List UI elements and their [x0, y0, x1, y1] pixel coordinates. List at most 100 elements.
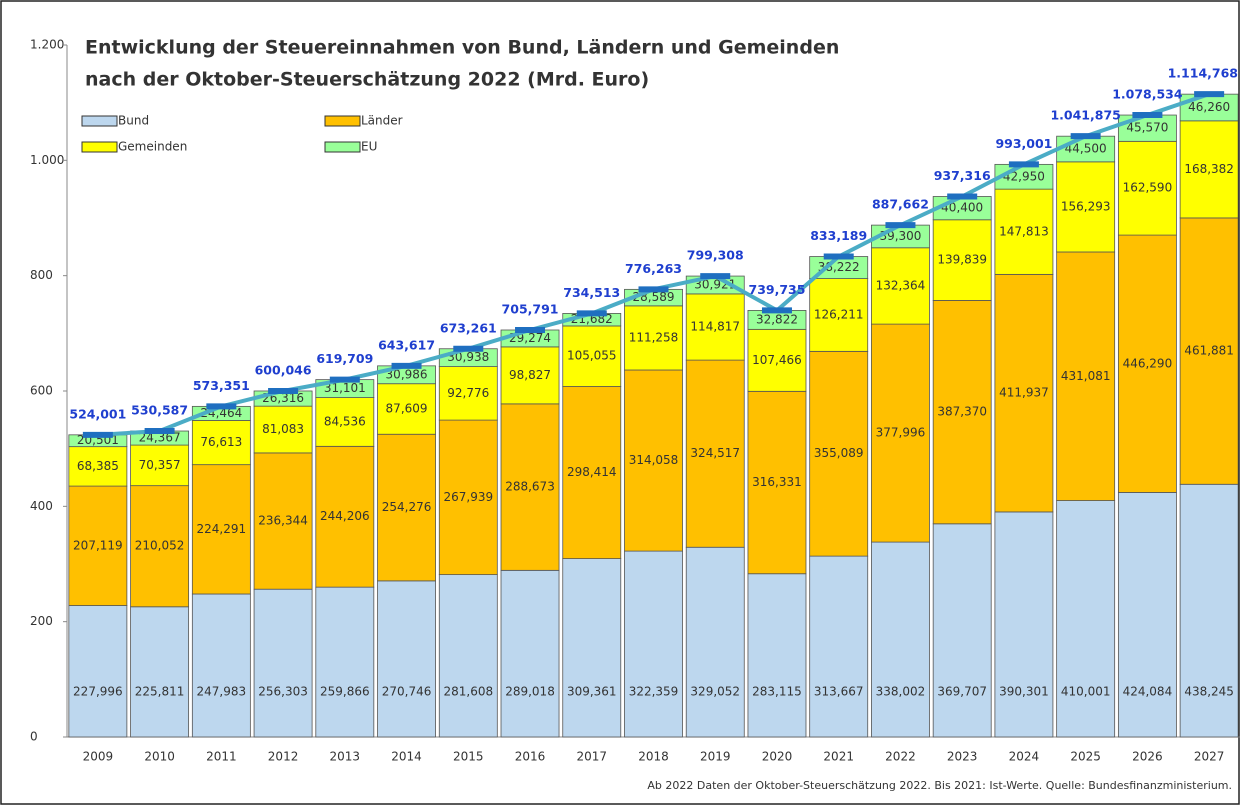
bar-segment	[438, 419, 498, 576]
data-label: 147,813	[999, 224, 1049, 238]
bar-segment	[994, 163, 1054, 190]
bar-segment	[994, 511, 1054, 738]
data-label: 126,211	[814, 307, 864, 321]
data-label: 105,055	[567, 349, 617, 363]
total-label: 776,263	[625, 261, 682, 276]
x-tick-label: 2012	[268, 750, 299, 764]
x-tick-label: 2017	[576, 750, 607, 764]
bar-segment	[68, 605, 128, 738]
y-tick-label: 1.000	[30, 153, 64, 167]
total-label: 573,351	[193, 378, 250, 393]
data-label: 210,052	[135, 539, 185, 553]
bar-segment	[438, 574, 498, 738]
data-label: 156,293	[1061, 199, 1111, 213]
x-tick-label: 2019	[700, 750, 731, 764]
data-label: 424,084	[1123, 685, 1173, 699]
bar-segment	[191, 593, 251, 738]
bar-segment	[315, 586, 375, 738]
total-label: 799,308	[687, 248, 744, 263]
data-label: 98,827	[509, 368, 551, 382]
bar-segment	[1056, 251, 1116, 501]
data-label: 431,081	[1061, 369, 1111, 383]
data-label: 316,331	[752, 475, 802, 489]
data-label: 30,986	[386, 367, 428, 381]
x-tick-label: 2018	[638, 750, 669, 764]
total-label: 1.114,768	[1168, 66, 1238, 81]
x-tick-label: 2021	[823, 750, 854, 764]
data-label: 390,301	[999, 685, 1049, 699]
data-label: 267,939	[443, 490, 493, 504]
total-label: 734,513	[563, 285, 620, 300]
total-label: 1.041,875	[1050, 108, 1120, 123]
data-label: 107,466	[752, 353, 802, 367]
bar-segment	[624, 550, 683, 738]
legend-swatch	[324, 115, 361, 127]
y-tick-label: 1.200	[30, 38, 64, 52]
bar-segment	[438, 366, 498, 421]
bar-segment	[253, 452, 313, 590]
data-label: 84,536	[324, 414, 366, 428]
footnote: Ab 2022 Daten der Oktober-Steuerschätzun…	[647, 779, 1232, 792]
bar-segment	[1117, 114, 1177, 142]
bar-segment	[994, 273, 1054, 513]
data-label: 298,414	[567, 465, 617, 479]
bar-segment	[685, 293, 745, 361]
x-tick-label: 2022	[885, 750, 916, 764]
bar-segment	[747, 390, 807, 575]
x-tick-label: 2011	[206, 750, 237, 764]
data-label: 288,673	[505, 480, 555, 494]
data-label: 225,811	[135, 685, 185, 699]
data-label: 309,361	[567, 685, 617, 699]
total-label: 705,791	[502, 301, 559, 316]
data-label: 42,950	[1003, 169, 1045, 183]
bar-segment	[624, 369, 683, 552]
bar-segment	[562, 558, 622, 738]
legend-label: EU	[361, 140, 377, 154]
legend-label: Bund	[118, 114, 149, 128]
data-label: 244,206	[320, 509, 370, 523]
y-tick-label: 800	[30, 268, 53, 282]
x-tick-label: 2016	[515, 750, 546, 764]
data-label: 68,385	[77, 459, 119, 473]
bar-segment	[377, 433, 436, 582]
data-label: 81,083	[262, 422, 304, 436]
data-label: 132,364	[876, 278, 926, 292]
bar-segment	[932, 300, 992, 525]
bar-segment	[130, 606, 190, 738]
data-label: 283,115	[752, 685, 802, 699]
bar-segment	[500, 569, 560, 738]
bar-segment	[562, 325, 622, 387]
total-label: 833,189	[810, 228, 867, 243]
y-tick-label: 200	[30, 614, 53, 628]
data-label: 111,258	[629, 330, 679, 344]
data-label: 247,983	[197, 685, 247, 699]
data-label: 329,052	[690, 685, 740, 699]
data-label: 236,344	[258, 514, 308, 528]
data-label: 369,707	[937, 685, 987, 699]
x-tick-label: 2024	[1009, 750, 1040, 764]
bar-segment	[377, 383, 436, 435]
data-label: 224,291	[197, 522, 247, 536]
x-tick-label: 2027	[1194, 750, 1225, 764]
bar-segment	[1179, 483, 1239, 738]
data-label: 207,119	[73, 538, 123, 552]
bar-segment	[624, 305, 683, 371]
x-tick-label: 2015	[453, 750, 484, 764]
legend-label: Länder	[361, 114, 403, 128]
bar-segment	[1056, 161, 1116, 253]
data-label: 32,822	[756, 312, 798, 326]
x-tick-label: 2026	[1132, 750, 1163, 764]
y-tick-label: 0	[30, 730, 38, 744]
bar-segment	[500, 403, 560, 571]
bar-segment	[685, 546, 745, 738]
data-label: 76,613	[200, 435, 242, 449]
data-label: 270,746	[382, 685, 432, 699]
bar-segment	[809, 278, 869, 352]
bar-segment	[1179, 217, 1239, 485]
data-label: 289,018	[505, 685, 555, 699]
chart-title: Entwicklung der Steuereinnahmen von Bund…	[85, 37, 839, 59]
data-label: 314,058	[629, 453, 679, 467]
data-label: 31,101	[324, 381, 366, 395]
legend-swatch	[81, 141, 118, 153]
